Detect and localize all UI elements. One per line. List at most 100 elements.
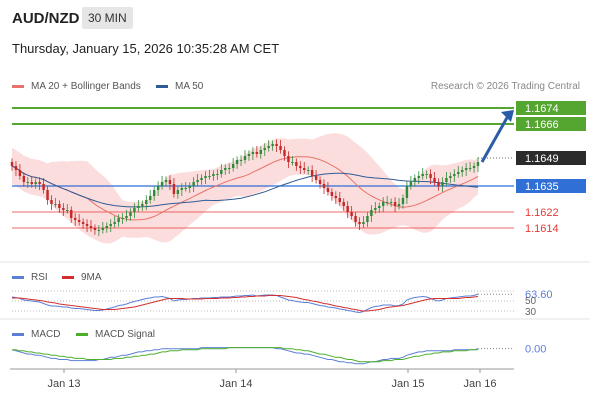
candle-body	[176, 190, 180, 194]
candle-body	[148, 196, 152, 200]
candle-body	[437, 182, 440, 186]
candle	[334, 191, 338, 204]
candle	[306, 166, 310, 175]
legend-ma20-label: MA 20 + Bollinger Bands	[31, 81, 141, 92]
candle	[342, 198, 345, 211]
candle	[283, 146, 286, 161]
candle-body	[449, 176, 452, 178]
candle	[397, 198, 401, 210]
candle	[231, 158, 235, 172]
candle-body	[101, 228, 105, 230]
candle	[346, 201, 349, 218]
rsi-ma-swatch	[62, 276, 74, 279]
candle	[362, 216, 365, 228]
candle-body	[212, 174, 215, 176]
candle	[322, 179, 326, 194]
candle-body	[125, 216, 128, 218]
candle-body	[34, 182, 37, 184]
candle-body	[46, 190, 49, 200]
candle-body	[231, 164, 235, 168]
candle-body	[342, 202, 345, 206]
candle	[441, 177, 444, 192]
candle-body	[85, 224, 89, 226]
candle	[350, 206, 353, 220]
rsi-swatch	[12, 276, 24, 279]
candle	[66, 204, 69, 214]
bollinger-band	[12, 133, 478, 244]
candle	[460, 166, 464, 177]
candle-body	[188, 186, 191, 188]
chart-datetime: Thursday, January 15, 2026 10:35:28 AM C…	[12, 41, 280, 56]
candle-body	[105, 226, 109, 228]
macd-value-label: 0.00	[525, 344, 546, 356]
candle-body	[283, 150, 286, 156]
price-label-box	[516, 117, 586, 131]
candle-body	[275, 144, 278, 146]
candle	[196, 174, 199, 186]
candle	[192, 177, 195, 192]
candle-body	[259, 150, 263, 154]
legend-ma50-label: MA 50	[175, 81, 204, 92]
candle-body	[113, 222, 116, 224]
candle-body	[401, 198, 405, 204]
price-label: 1.1649	[525, 153, 559, 165]
candle	[156, 181, 160, 196]
rsi-tick-label: 30	[525, 307, 537, 318]
candle	[137, 200, 140, 212]
candle	[330, 188, 334, 201]
candle	[77, 214, 81, 226]
candle-body	[405, 186, 409, 198]
candle-body	[141, 204, 144, 206]
candle-body	[381, 202, 385, 206]
candle-body	[468, 168, 472, 169]
candle	[378, 202, 381, 213]
candle	[97, 225, 101, 236]
legend-ma50: MA 50	[156, 81, 203, 92]
candle-body	[18, 170, 22, 176]
timeframe-badge[interactable]: 30 MIN	[82, 7, 133, 29]
candle	[445, 172, 448, 186]
candle	[366, 212, 369, 227]
candle	[393, 197, 397, 212]
legend-rsi-label: RSI	[31, 272, 48, 283]
candle	[30, 176, 33, 188]
candle-body	[393, 202, 397, 206]
candle	[255, 146, 259, 158]
candle-body	[354, 216, 357, 222]
candle	[310, 165, 314, 182]
candle	[374, 202, 377, 214]
candle-body	[180, 188, 184, 190]
copyright-text: Research © 2026 Trading Central	[430, 81, 580, 92]
candle	[235, 156, 239, 169]
candle-body	[129, 212, 132, 216]
x-tick-label: Jan 16	[463, 378, 496, 390]
candle	[401, 194, 405, 209]
candle	[141, 200, 144, 211]
candle	[279, 140, 282, 154]
candle-body	[303, 168, 306, 170]
candle-body	[299, 166, 302, 168]
price-label-box	[516, 101, 586, 115]
candle	[152, 186, 156, 201]
candle	[405, 181, 409, 204]
candle-body	[346, 206, 349, 212]
candle-body	[322, 184, 326, 188]
candle	[208, 170, 211, 180]
macd-signal-swatch	[76, 333, 88, 336]
candle-body	[306, 170, 310, 171]
candle	[145, 195, 148, 210]
price-label-box	[516, 151, 586, 165]
candle	[89, 220, 93, 232]
ma20-line	[11, 156, 479, 221]
candle	[180, 183, 184, 196]
candle	[354, 212, 357, 227]
candle	[42, 178, 45, 194]
candle-body	[457, 172, 460, 174]
x-tick-label: Jan 14	[219, 378, 252, 390]
projection-arrow-head	[501, 110, 514, 122]
candle	[38, 177, 41, 190]
candle	[54, 198, 57, 208]
candle-body	[81, 222, 85, 224]
candle	[10, 158, 14, 171]
